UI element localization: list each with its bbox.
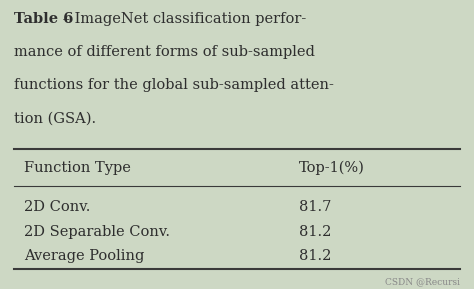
Text: functions for the global sub-sampled atten-: functions for the global sub-sampled att… <box>14 78 334 92</box>
Text: Top-1(%): Top-1(%) <box>299 160 365 175</box>
Text: 2D Separable Conv.: 2D Separable Conv. <box>24 225 170 239</box>
Text: 81.7: 81.7 <box>299 200 331 214</box>
Text: 81.2: 81.2 <box>299 249 331 264</box>
Text: 2D Conv.: 2D Conv. <box>24 200 90 214</box>
Text: – ImageNet classification perfor-: – ImageNet classification perfor- <box>58 12 306 25</box>
Text: tion (GSA).: tion (GSA). <box>14 111 96 125</box>
Text: mance of different forms of sub-sampled: mance of different forms of sub-sampled <box>14 45 315 59</box>
Text: Average Pooling: Average Pooling <box>24 249 144 264</box>
Text: Table 6: Table 6 <box>14 12 73 25</box>
Text: Function Type: Function Type <box>24 161 130 175</box>
Text: 81.2: 81.2 <box>299 225 331 239</box>
Text: CSDN @Recursi: CSDN @Recursi <box>385 277 460 286</box>
